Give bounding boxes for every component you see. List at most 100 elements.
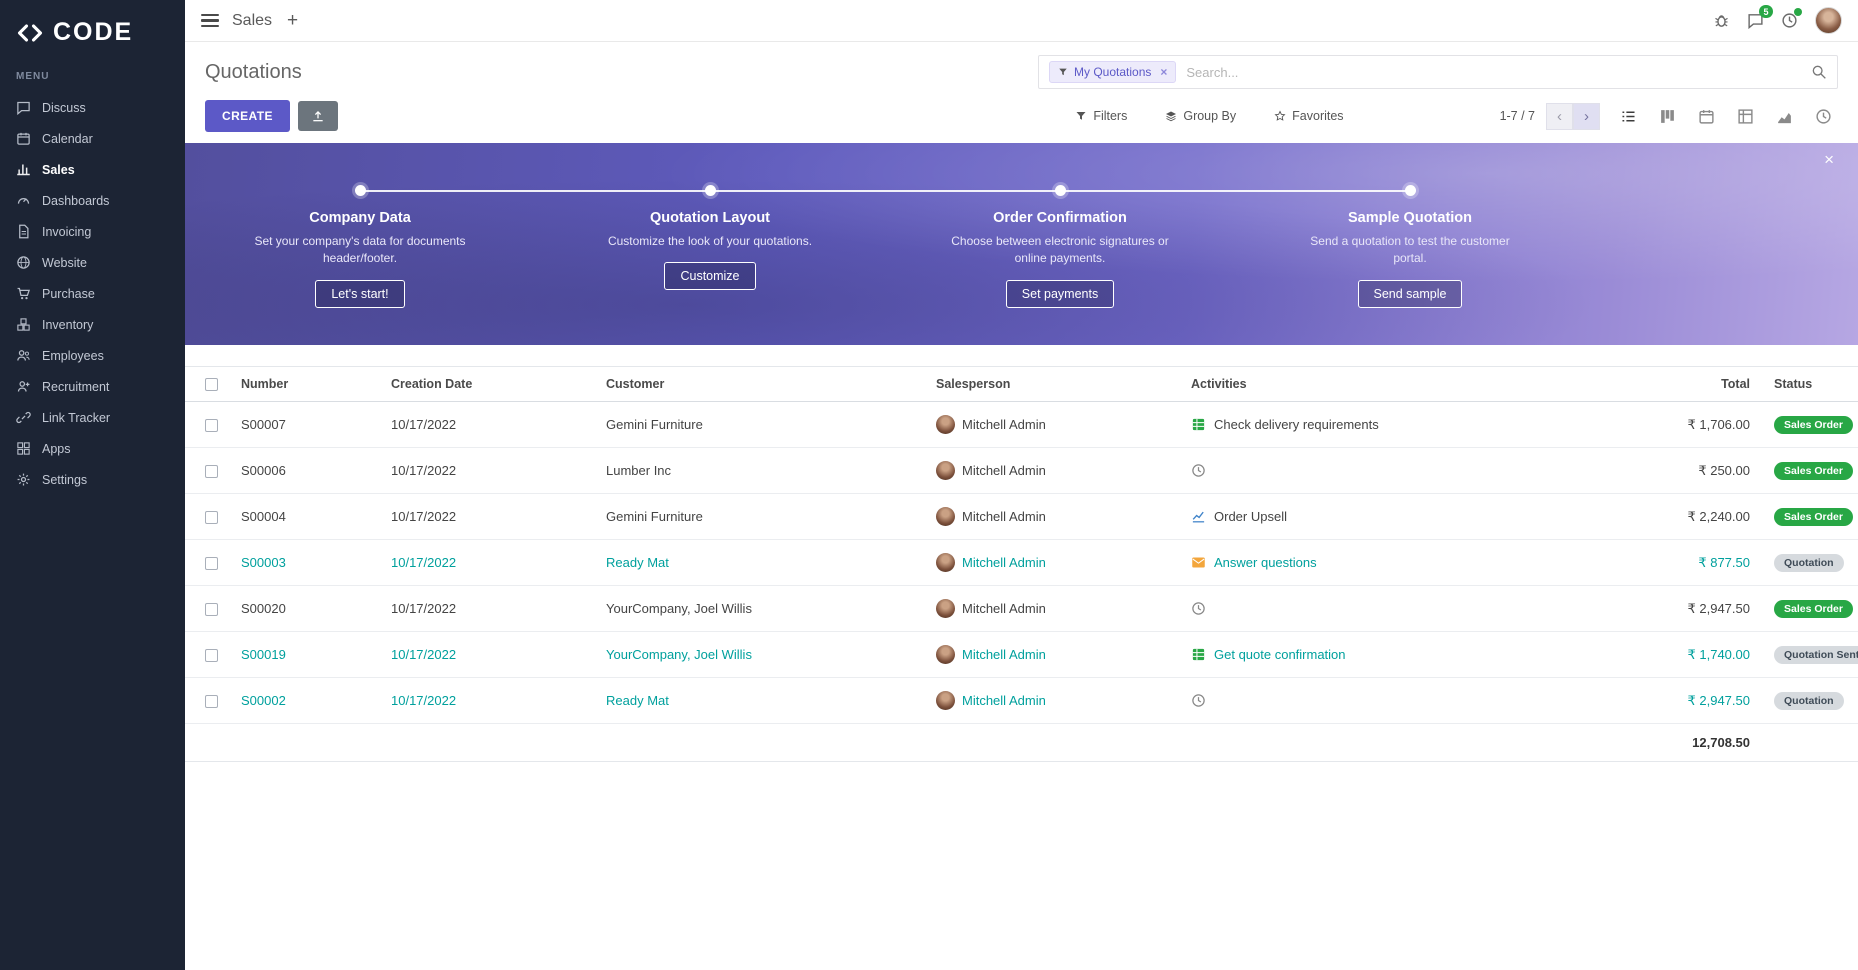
customer-name[interactable]: Ready Mat	[598, 539, 928, 587]
set-payments-button[interactable]: Set payments	[1005, 279, 1115, 308]
export-button[interactable]	[297, 101, 338, 131]
sidebar-item-website[interactable]: Website	[0, 247, 185, 278]
search-bar[interactable]: My Quotations ×	[1038, 55, 1838, 89]
row-checkbox[interactable]	[205, 465, 218, 479]
debug-bug-icon[interactable]	[1713, 12, 1730, 29]
sidebar-item-calendar[interactable]: Calendar	[0, 123, 185, 154]
send-sample-button[interactable]: Send sample	[1357, 279, 1463, 308]
customer-name[interactable]: YourCompany, Joel Willis	[598, 585, 928, 633]
row-checkbox[interactable]	[205, 603, 218, 617]
customer-name[interactable]: Gemini Furniture	[598, 493, 928, 541]
favorites-button[interactable]: Favorites	[1268, 108, 1349, 124]
clock-activity-icon[interactable]	[1191, 463, 1206, 478]
row-checkbox[interactable]	[205, 511, 218, 525]
column-header-activities[interactable]: Activities	[1183, 366, 1618, 403]
sidebar-item-discuss[interactable]: Discuss	[0, 92, 185, 123]
total-amount[interactable]: ₹ 2,240.00	[1618, 493, 1758, 541]
sidebar-item-link-tracker[interactable]: Link Tracker	[0, 402, 185, 433]
filters-button[interactable]: Filters	[1069, 108, 1133, 124]
creation-date[interactable]: 10/17/2022	[383, 401, 598, 449]
clock-activity-icon[interactable]	[1191, 693, 1206, 708]
customer-name[interactable]: Ready Mat	[598, 677, 928, 725]
app-logo[interactable]: CODE	[0, 0, 185, 71]
total-amount[interactable]: ₹ 250.00	[1618, 447, 1758, 495]
customer-name[interactable]: YourCompany, Joel Willis	[598, 631, 928, 679]
quotation-number[interactable]: S00020	[233, 585, 383, 633]
hamburger-menu-icon[interactable]	[201, 13, 219, 28]
customer-name[interactable]: Lumber Inc	[598, 447, 928, 495]
row-checkbox[interactable]	[205, 695, 218, 709]
remove-filter-icon[interactable]: ×	[1160, 65, 1168, 79]
activities-clock-icon[interactable]	[1781, 8, 1802, 29]
column-header-customer[interactable]: Customer	[598, 366, 928, 403]
column-header-number[interactable]: Number	[233, 366, 383, 403]
messages-icon[interactable]: 5	[1747, 5, 1773, 29]
column-header-creation-date[interactable]: Creation Date	[383, 366, 598, 403]
tasks-activity-icon[interactable]	[1191, 417, 1206, 432]
customer-name[interactable]: Gemini Furniture	[598, 401, 928, 449]
sidebar-item-employees[interactable]: Employees	[0, 340, 185, 371]
clock-activity-icon[interactable]	[1191, 601, 1206, 616]
kanban-view-icon[interactable]	[1659, 108, 1676, 125]
creation-date[interactable]: 10/17/2022	[383, 677, 598, 725]
creation-date[interactable]: 10/17/2022	[383, 447, 598, 495]
creation-date[interactable]: 10/17/2022	[383, 493, 598, 541]
let-s-start--button[interactable]: Let's start!	[315, 279, 405, 308]
sidebar-item-inventory[interactable]: Inventory	[0, 309, 185, 340]
sidebar-item-sales[interactable]: Sales	[0, 154, 185, 185]
activity-view-icon[interactable]	[1815, 108, 1832, 125]
select-all-checkbox[interactable]	[205, 378, 218, 392]
table-row-s00019[interactable]: S00019 10/17/2022 YourCompany, Joel Willis…	[185, 631, 1858, 679]
create-button[interactable]: CREATE	[205, 100, 290, 132]
creation-date[interactable]: 10/17/2022	[383, 539, 598, 587]
quotation-number[interactable]: S00006	[233, 447, 383, 495]
table-row-s00006[interactable]: S00006 10/17/2022 Lumber Inc Mitchell Admin…	[185, 447, 1858, 495]
table-row-s00007[interactable]: S00007 10/17/2022 Gemini Furniture Mitchell…	[185, 401, 1858, 449]
total-amount[interactable]: ₹ 2,947.50	[1618, 677, 1758, 725]
search-icon[interactable]	[1811, 64, 1827, 80]
total-amount[interactable]: ₹ 877.50	[1618, 539, 1758, 587]
row-checkbox[interactable]	[205, 557, 218, 571]
sidebar-item-apps[interactable]: Apps	[0, 433, 185, 464]
sidebar-item-recruitment[interactable]: Recruitment	[0, 371, 185, 402]
quotation-number[interactable]: S00004	[233, 493, 383, 541]
sidebar-item-invoicing[interactable]: Invoicing	[0, 216, 185, 247]
envelope-activity-icon[interactable]	[1191, 555, 1206, 570]
table-row-s00003[interactable]: S00003 10/17/2022 Ready Mat Mitchell Admin A…	[185, 539, 1858, 587]
add-favorite-icon[interactable]: +	[287, 10, 299, 31]
creation-date[interactable]: 10/17/2022	[383, 585, 598, 633]
customize-button[interactable]: Customize	[664, 262, 756, 291]
pager-previous-button[interactable]: ‹	[1546, 102, 1573, 130]
group-by-button[interactable]: Group By	[1159, 108, 1242, 124]
user-avatar[interactable]	[1815, 7, 1842, 34]
table-row-s00002[interactable]: S00002 10/17/2022 Ready Mat Mitchell Admin ₹…	[185, 677, 1858, 725]
sidebar-item-dashboards[interactable]: Dashboards	[0, 185, 185, 216]
search-filter-chip[interactable]: My Quotations ×	[1049, 61, 1177, 83]
close-icon[interactable]: ×	[1818, 150, 1840, 169]
row-checkbox[interactable]	[205, 419, 218, 433]
quotation-number[interactable]: S00019	[233, 631, 383, 679]
creation-date[interactable]: 10/17/2022	[383, 631, 598, 679]
sidebar-item-settings[interactable]: Settings	[0, 464, 185, 495]
row-checkbox[interactable]	[205, 649, 218, 663]
calendar-view-icon[interactable]	[1698, 108, 1715, 125]
graph-view-icon[interactable]	[1776, 108, 1793, 125]
total-amount[interactable]: ₹ 1,706.00	[1618, 401, 1758, 449]
column-header-status[interactable]: Status	[1758, 366, 1858, 403]
sidebar-item-purchase[interactable]: Purchase	[0, 278, 185, 309]
column-header-total[interactable]: Total	[1618, 366, 1758, 403]
quotation-number[interactable]: S00007	[233, 401, 383, 449]
quotation-number[interactable]: S00002	[233, 677, 383, 725]
pager-next-button[interactable]: ›	[1573, 102, 1600, 130]
pivot-view-icon[interactable]	[1737, 108, 1754, 125]
list-view-icon[interactable]	[1620, 108, 1637, 125]
quotation-number[interactable]: S00003	[233, 539, 383, 587]
table-row-s00020[interactable]: S00020 10/17/2022 YourCompany, Joel Willis…	[185, 585, 1858, 633]
tasks-activity-icon[interactable]	[1191, 647, 1206, 662]
column-header-salesperson[interactable]: Salesperson	[928, 366, 1183, 403]
chart-line-activity-icon[interactable]	[1191, 509, 1206, 524]
current-app-name[interactable]: Sales	[232, 11, 273, 29]
search-input[interactable]	[1184, 63, 1803, 81]
total-amount[interactable]: ₹ 1,740.00	[1618, 631, 1758, 679]
table-row-s00004[interactable]: S00004 10/17/2022 Gemini Furniture Mitchell…	[185, 493, 1858, 541]
